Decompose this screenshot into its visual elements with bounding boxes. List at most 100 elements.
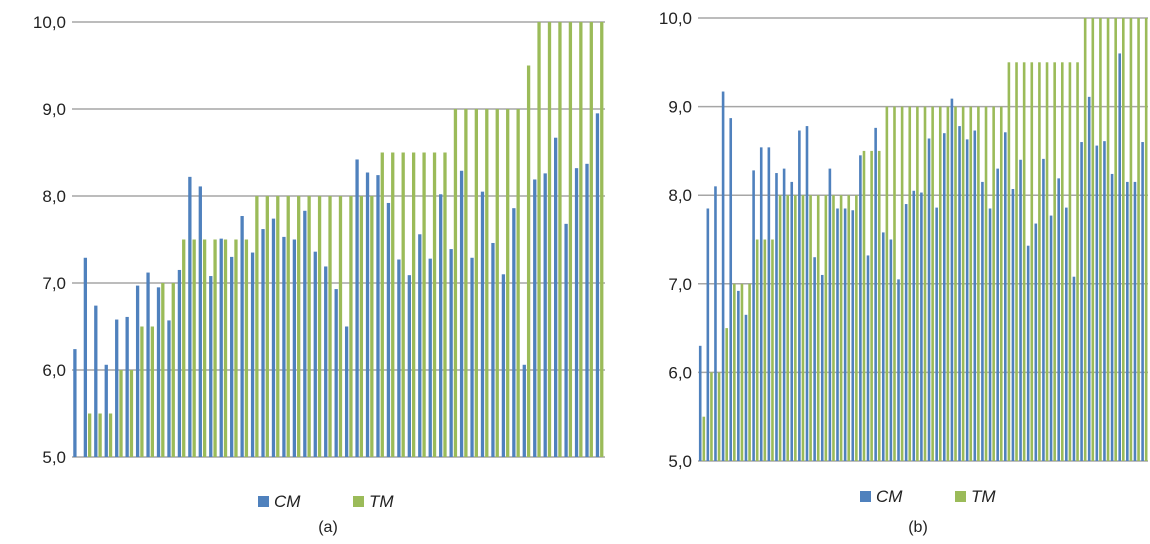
chart-b-bar-cm (1004, 132, 1007, 461)
chart-a-legend-label-cm: CM (274, 492, 301, 511)
chart-a-legend-label-tm: TM (369, 492, 394, 511)
chart-a-bar-tm (328, 196, 332, 457)
chart-a-bar-tm (370, 196, 374, 457)
chart-a-bar-cm (250, 252, 255, 457)
chart-b-bar-tm (710, 372, 713, 461)
chart-a-bar-cm (564, 223, 568, 457)
chart-a-bar-tm (307, 196, 311, 457)
chart-b-bar-cm (1057, 178, 1060, 461)
chart-b-bar-cm (759, 147, 763, 461)
chart-a-bar-tm (474, 109, 478, 457)
chart-a-bar-cm (553, 137, 558, 457)
chart-b-bar-tm (969, 106, 973, 461)
chart-b-bar-cm (714, 186, 717, 461)
chart-b-bar-cm (897, 279, 900, 461)
chart-b-legend-label-tm: TM (971, 487, 996, 506)
chart-a-bar-cm (418, 234, 422, 457)
chart-a-bar-tm (464, 109, 468, 457)
chart-a-y-tick-label: 6,0 (42, 361, 66, 380)
chart-a-bar-tm (401, 152, 405, 457)
chart-b-bar-tm (1114, 18, 1117, 461)
chart-b-bar-cm (1065, 207, 1068, 461)
chart-b-bar-tm (855, 195, 858, 461)
chart-b-bar-cm (1011, 188, 1015, 462)
chart-b-bar-cm (843, 208, 847, 461)
chart-b-bar-cm (828, 168, 832, 461)
chart-b-bar-tm (1053, 62, 1056, 462)
chart-a-bar-cm (115, 319, 119, 457)
chart-a-bar-cm (230, 256, 234, 457)
chart-a-bar-cm (585, 163, 589, 457)
chart-a-bar-cm (365, 172, 370, 457)
chart-b-bar-cm (935, 207, 938, 461)
chart-b-bar-tm (778, 195, 782, 461)
chart-a-bar-cm (219, 238, 223, 457)
chart-b-bar-cm (798, 130, 801, 461)
chart-a-bar-cm (209, 276, 213, 457)
chart-a-bar-tm (192, 239, 196, 457)
chart-a-bar-cm (522, 364, 526, 457)
chart-a-bar-tm (140, 326, 144, 457)
chart-b-bar-cm (1072, 276, 1076, 461)
chart-b-bar-cm (729, 118, 733, 462)
chart-b-bar-tm (862, 150, 866, 461)
chart-a-y-tick-label: 7,0 (42, 274, 66, 293)
chart-b-bar-cm (1026, 245, 1030, 461)
chart-a-bar-cm (449, 249, 453, 457)
chart-b-bar-cm (866, 255, 870, 461)
chart-a-bar-tm (182, 239, 186, 457)
chart-b-bar-cm (1118, 53, 1122, 461)
chart-b-bar-tm (740, 283, 744, 461)
chart-a-bar-tm (537, 22, 541, 457)
chart-a-bar-cm (355, 159, 359, 457)
chart-a-bar-tm (202, 239, 207, 457)
chart-a-bar-tm (234, 239, 238, 457)
chart-a-bar-tm (276, 196, 280, 457)
chart-b-bar-cm (881, 232, 885, 461)
chart-a-bar-cm (595, 113, 600, 457)
chart-a-bar-cm (240, 216, 244, 457)
chart-b-bar-cm (767, 147, 771, 461)
chart-a-bar-cm (376, 175, 380, 457)
chart-b-bar-tm (999, 106, 1003, 461)
chart-b-bar-cm (1133, 181, 1137, 461)
chart-a-bar-cm (397, 259, 401, 457)
chart-b-bar-cm (1019, 159, 1022, 461)
chart-b-bar-cm (1095, 145, 1099, 462)
chart-a-bar-tm (411, 152, 416, 457)
chart-a-bar-cm (480, 191, 485, 457)
chart-a-bar-cm (135, 285, 140, 457)
chart-b-caption: (b) (908, 519, 928, 536)
chart-b-bar-tm (733, 283, 736, 461)
chart-b-bar-tm (1015, 62, 1018, 462)
chart-panel-b: 5,0 6,0 7,0 8,0 9,0 10,0 CM TM (b) (628, 0, 1150, 539)
chart-a-bar-cm (188, 176, 192, 458)
chart-a-bar-cm (271, 218, 276, 457)
chart-a-bar-tm (558, 22, 562, 457)
chart-a-bar-tm (119, 370, 123, 457)
chart-b-bar-cm (782, 168, 786, 461)
chart-a-bar-tm (589, 22, 593, 457)
chart-b-bar-tm (916, 106, 919, 461)
chart-a-bar-cm (428, 258, 432, 457)
chart-b-bar-tm (961, 106, 965, 461)
chart-a-bar-tm (579, 22, 583, 457)
chart-a-bar-cm (146, 272, 150, 457)
chart-b-bar-tm (1038, 62, 1041, 462)
chart-b-bar-tm (771, 239, 774, 461)
chart-b-bar-tm (870, 150, 873, 461)
chart-a-bar-tm (88, 413, 92, 457)
chart-b-bar-tm (832, 195, 835, 461)
chart-a-y-tick-label: 9,0 (42, 100, 66, 119)
chart-b-bar-tm (748, 283, 751, 461)
chart-b-bar-cm (744, 314, 748, 461)
chart-b-bar-cm (958, 126, 961, 461)
chart-b-bar-tm (786, 195, 790, 461)
chart-b-bar-cm (920, 192, 923, 462)
chart-b-bar-cm (874, 127, 877, 461)
chart-b-bar-tm (725, 328, 728, 461)
chart-b-bar-tm (977, 106, 980, 461)
chart-b-bar-cm (698, 345, 702, 461)
chart-b-bar-tm (1129, 18, 1133, 461)
chart-a-bar-cm (83, 257, 88, 457)
